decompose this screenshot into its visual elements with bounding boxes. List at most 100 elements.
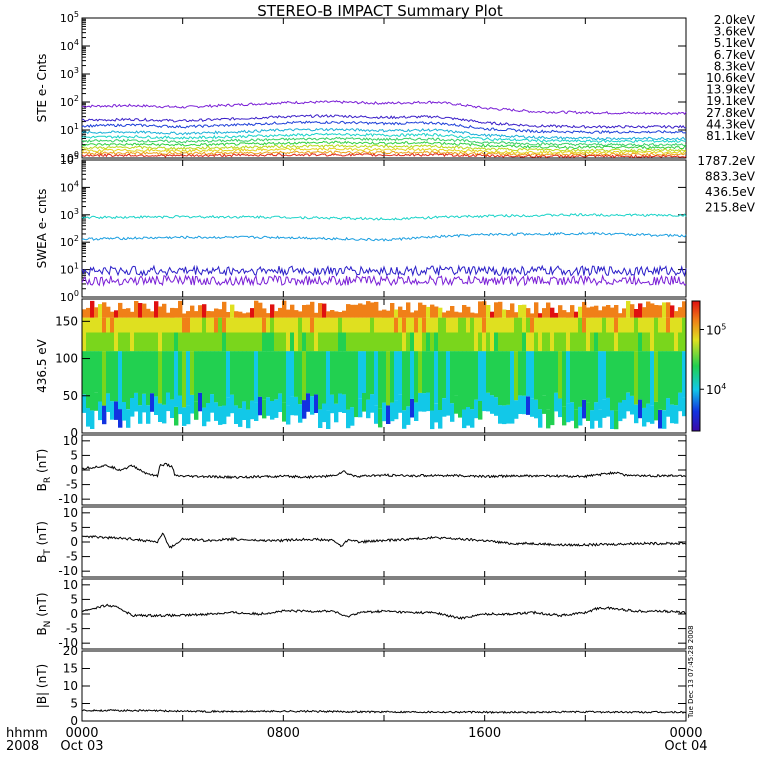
heat-cell-61-1 — [326, 351, 331, 411]
heat-cell-58-1 — [314, 351, 319, 395]
panel-3-ytick-label-3: -5 — [66, 478, 78, 492]
heat-cell-92-3 — [450, 317, 455, 333]
heat-cell-114-1 — [538, 351, 543, 410]
heat-cell-113-1 — [534, 351, 539, 400]
heat-cell-90-1 — [442, 351, 447, 398]
heat-cell-111-4 — [526, 308, 531, 318]
heat-cell-17-1 — [150, 351, 155, 394]
heat-cell-111-0 — [526, 396, 531, 415]
heat-cell-129-0 — [598, 409, 603, 428]
heat-cell-42-1 — [250, 351, 255, 401]
heat-cell-51-2 — [286, 332, 291, 352]
heat-cell-31-0 — [206, 403, 211, 422]
heat-cell-63-4 — [334, 311, 339, 318]
heat-cell-83-3 — [414, 317, 419, 333]
heat-cell-101-1 — [486, 351, 491, 393]
heat-cell-81-4 — [406, 302, 411, 318]
heat-cell-131-3 — [606, 317, 611, 333]
heat-cell-75-1 — [382, 351, 387, 403]
heat-cell-37-0 — [230, 394, 235, 414]
heat-cell-58-2 — [314, 332, 319, 352]
heat-cell-45-4 — [262, 308, 267, 318]
panel-4-ytick-label-4: -10 — [58, 564, 78, 578]
panel-1-ytick-label-0: 100 — [60, 289, 79, 304]
panel-5-ytick-label-0: 10 — [63, 578, 78, 592]
heat-cell-81-3 — [406, 317, 411, 333]
heat-cell-65-1 — [342, 351, 347, 395]
heat-cell-61-2 — [326, 332, 331, 352]
heat-cell-92-4 — [450, 306, 455, 318]
heat-cell-92-1 — [450, 351, 455, 404]
heat-cell-46-0 — [266, 397, 271, 416]
panel-1-ylabel: SWEA e- cnts — [35, 189, 49, 269]
heat-cell-56-1 — [306, 351, 311, 394]
heat-cell-58-3 — [314, 317, 319, 333]
heat-cell-113-4 — [534, 302, 539, 318]
heat-cell-64-4 — [338, 312, 343, 318]
heat-cell-48-1 — [274, 351, 279, 400]
series-0-4 — [81, 132, 687, 143]
heat-cell-98-2 — [474, 332, 479, 352]
heat-cell-117-1 — [550, 351, 555, 407]
panel-1-ytick-label-2: 102 — [60, 234, 79, 249]
heat-cell-149-2 — [678, 332, 683, 352]
heat-cell-130-3 — [602, 317, 607, 333]
heat-cell-16-0 — [146, 405, 151, 424]
heat-cell-71-0 — [366, 399, 371, 419]
heat-cell-79-1 — [398, 351, 403, 395]
heat-cell-89-0 — [438, 410, 443, 429]
heat-cell-52-3 — [290, 317, 295, 333]
heat-cell-63-3 — [334, 317, 339, 333]
heat-cell-67-0 — [350, 407, 355, 426]
heat-cell-27-4 — [190, 305, 195, 318]
heat-cell-88-3 — [434, 317, 439, 333]
heat-cell-29-2 — [198, 332, 203, 352]
heat-cell-132-2 — [610, 332, 615, 352]
panel-6-ytick-label-0: 0 — [70, 714, 78, 728]
heat-cell-147-0 — [670, 404, 675, 424]
panel-4-ytick-label-1: 5 — [70, 520, 78, 534]
heat-cell-116-1 — [546, 351, 551, 410]
panel-4-ytick-label-0: 10 — [63, 506, 78, 520]
colorbar-tick-label-1: 105 — [706, 323, 726, 338]
heat-cell-8-3 — [114, 317, 119, 333]
heat-cell-42-2 — [250, 332, 255, 352]
heat-cell-35-4 — [222, 301, 227, 318]
heat-cell-61-0 — [326, 410, 331, 429]
heat-cell-65-0 — [342, 394, 347, 413]
heat-cell-123-1 — [574, 351, 579, 410]
panel-3-ylabel: BR (nT) — [35, 449, 53, 492]
heat-cell-16-2 — [146, 332, 151, 352]
heat-cell-55-1 — [302, 351, 307, 400]
panel-2-ytick-label-0: 0 — [70, 426, 78, 440]
heat-cell-8-4 — [114, 310, 119, 318]
heat-cell-34-0 — [218, 406, 223, 425]
heat-cell-116-2 — [546, 332, 551, 352]
heat-cell-130-2 — [602, 332, 607, 352]
heat-cell-121-0 — [566, 403, 571, 423]
heat-cell-91-1 — [446, 351, 451, 397]
heat-cell-6-1 — [106, 351, 111, 394]
heat-cell-76-4 — [386, 310, 391, 318]
heat-cell-121-2 — [566, 332, 571, 352]
heat-cell-14-0 — [138, 405, 143, 424]
heat-cell-71-2 — [366, 332, 371, 352]
heat-cell-6-3 — [106, 317, 111, 333]
heat-cell-49-3 — [278, 317, 283, 333]
heat-cell-150-1 — [682, 351, 687, 398]
heat-cell-12-3 — [130, 317, 135, 333]
heat-cell-109-1 — [518, 351, 523, 396]
heat-cell-18-3 — [154, 317, 159, 333]
heat-cell-11-4 — [126, 308, 131, 318]
heat-cell-51-4 — [286, 309, 291, 318]
heat-cell-149-3 — [678, 317, 683, 333]
heat-cell-79-0 — [398, 394, 403, 413]
heat-cell-44-4 — [258, 302, 263, 318]
heat-cell-103-4 — [494, 302, 499, 318]
heat-cell-47-0 — [270, 401, 275, 420]
heat-cell-28-0 — [194, 401, 199, 420]
heat-cell-57-1 — [310, 351, 315, 397]
heat-cell-119-2 — [558, 332, 563, 352]
heat-cell-52-4 — [290, 304, 295, 318]
panel-4-ytick-label-3: -5 — [66, 550, 78, 564]
